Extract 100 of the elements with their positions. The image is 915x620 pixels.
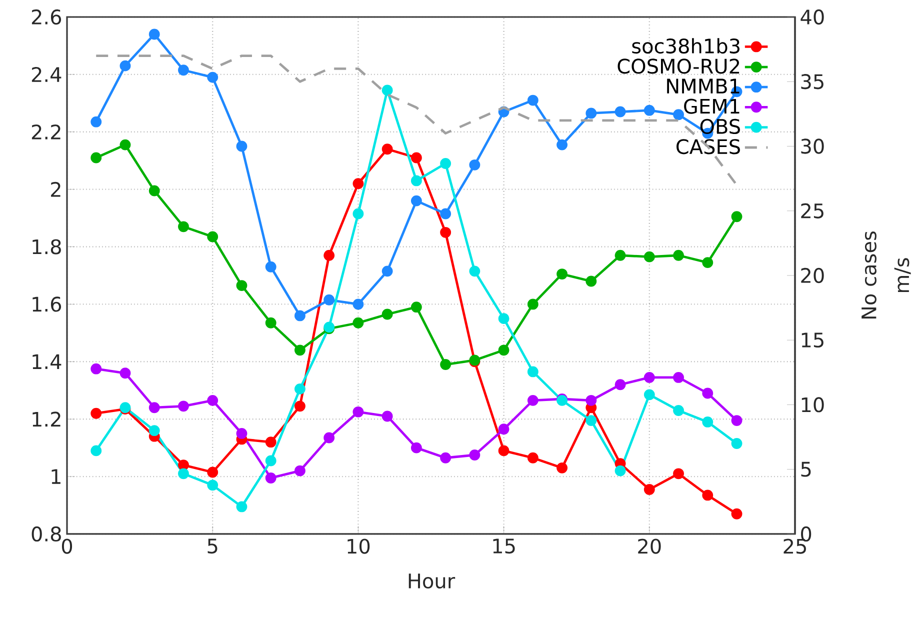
point xyxy=(90,152,102,164)
point xyxy=(382,84,393,96)
x-tick-label: 20 xyxy=(638,538,661,554)
point xyxy=(614,465,626,476)
point xyxy=(673,109,684,120)
point xyxy=(673,250,684,261)
y-tick-label: 1.2 xyxy=(32,412,60,427)
point xyxy=(90,445,102,456)
point xyxy=(178,400,189,412)
point xyxy=(120,368,131,379)
y2-tick-label: 20 xyxy=(801,268,824,284)
point xyxy=(498,424,510,435)
point xyxy=(731,438,742,449)
point xyxy=(614,106,626,118)
point xyxy=(731,508,742,520)
point xyxy=(498,313,510,324)
point xyxy=(644,372,655,383)
point xyxy=(527,298,538,310)
point xyxy=(207,394,218,406)
y-tick-label: 1.4 xyxy=(32,354,62,369)
point xyxy=(265,455,276,466)
point xyxy=(294,310,306,322)
point xyxy=(469,450,480,460)
y-tick-label: 2.4 xyxy=(32,67,62,82)
y2-tick-label: 10 xyxy=(802,397,824,412)
text: m/s xyxy=(894,258,911,292)
x-tick-label: 0 xyxy=(62,538,72,554)
point xyxy=(556,268,568,280)
y2-tick-label: 35 xyxy=(801,74,824,90)
point xyxy=(178,468,189,480)
point xyxy=(324,432,335,444)
point xyxy=(527,366,538,378)
x-tick-label: 15 xyxy=(493,538,515,554)
point xyxy=(614,379,626,390)
point xyxy=(207,466,218,478)
point xyxy=(644,104,655,116)
point xyxy=(207,480,218,491)
point xyxy=(440,208,452,220)
point xyxy=(410,442,422,454)
y-tick-label: 2.6 xyxy=(32,9,62,25)
point xyxy=(382,308,393,320)
point xyxy=(382,410,393,422)
point xyxy=(294,465,306,476)
point xyxy=(469,266,480,277)
point xyxy=(178,460,189,471)
point xyxy=(731,415,742,426)
point xyxy=(236,501,248,512)
point xyxy=(440,452,452,464)
point xyxy=(527,452,538,464)
point xyxy=(410,175,422,186)
point xyxy=(178,64,189,76)
point xyxy=(294,400,306,412)
y2-tick-label: 5 xyxy=(801,462,811,477)
point xyxy=(702,416,714,428)
point xyxy=(236,140,248,152)
point xyxy=(556,462,568,474)
point xyxy=(148,28,160,40)
point xyxy=(702,490,714,501)
point xyxy=(382,266,393,277)
point xyxy=(352,208,364,220)
point xyxy=(148,185,160,196)
point xyxy=(120,139,131,150)
point xyxy=(586,415,597,426)
point xyxy=(178,221,189,232)
point xyxy=(440,359,452,370)
x-axis-title: Hour xyxy=(408,574,456,589)
point xyxy=(352,406,364,418)
point xyxy=(586,276,597,287)
y2-tick-label: 40 xyxy=(800,9,824,25)
point xyxy=(410,302,422,313)
point xyxy=(352,178,364,190)
y-tick-label: 1.8 xyxy=(32,239,61,254)
point xyxy=(236,428,248,439)
legend-label: NMMB1 xyxy=(667,78,740,94)
point xyxy=(440,226,452,238)
y-tick-label: 0.8 xyxy=(32,526,61,542)
x-tick-label: 5 xyxy=(208,538,218,554)
point xyxy=(469,159,480,170)
point xyxy=(527,394,538,406)
point xyxy=(673,468,684,480)
legend-label: COSMO-RU2 xyxy=(618,58,740,74)
point xyxy=(644,484,655,495)
point xyxy=(702,257,714,268)
point xyxy=(265,472,276,484)
y-tick-label: 1.6 xyxy=(32,296,62,312)
point xyxy=(673,405,684,416)
point xyxy=(90,116,102,128)
legend-label: soc38h1b3 xyxy=(632,38,740,54)
point xyxy=(148,425,160,436)
point xyxy=(527,94,538,106)
point xyxy=(556,139,568,150)
point xyxy=(90,408,102,419)
point xyxy=(352,298,364,310)
y2-tick-label: 15 xyxy=(802,332,824,348)
point xyxy=(90,363,102,374)
point xyxy=(410,152,422,164)
y2-axis-title: No cases xyxy=(862,232,876,318)
point xyxy=(120,60,131,72)
point xyxy=(614,250,626,261)
point xyxy=(731,211,742,222)
